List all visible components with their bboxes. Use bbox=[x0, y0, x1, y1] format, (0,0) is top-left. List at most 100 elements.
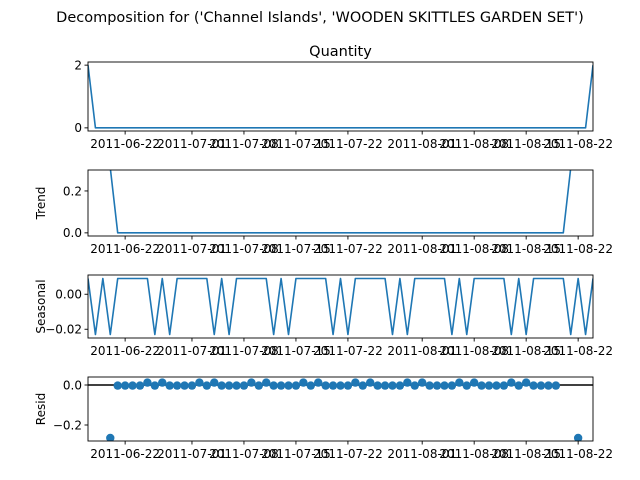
panels: Quantity022011-06-222011-07-012011-07-08… bbox=[34, 44, 613, 461]
xtick-label-seasonal: 2011-07-22 bbox=[313, 344, 383, 358]
xtick-label-seasonal: 2011-08-01 bbox=[387, 344, 457, 358]
ylabel-trend: Trend bbox=[34, 187, 48, 221]
panel-seasonal: Seasonal 0.00−0.022011-06-222011-07-01201… bbox=[34, 274, 613, 358]
xtick-label-trend: 2011-07-01 bbox=[157, 242, 227, 256]
line-observed bbox=[88, 65, 593, 129]
axes-frame-trend bbox=[87, 169, 594, 237]
xtick-label-trend: 2011-08-01 bbox=[387, 242, 457, 256]
point-resid bbox=[291, 381, 301, 390]
point-resid bbox=[314, 378, 323, 387]
ylabel-seasonal: Seasonal bbox=[34, 279, 48, 333]
point-resid bbox=[514, 381, 523, 390]
xtick-label-resid: 2011-08-22 bbox=[543, 447, 613, 461]
xtick-label-resid: 2011-08-08 bbox=[439, 447, 509, 461]
point-resid bbox=[328, 381, 338, 390]
point-resid bbox=[143, 378, 152, 387]
ytick-label-observed: 0 bbox=[74, 121, 82, 135]
xtick-label-observed: 2011-08-08 bbox=[439, 137, 509, 151]
ytick-label-observed: 2 bbox=[74, 58, 82, 72]
panel-trend: Trend 0.0 0.2 2011-06-222011-07-012011-07-0… bbox=[34, 169, 613, 256]
point-resid bbox=[447, 381, 457, 390]
point-resid bbox=[276, 381, 286, 390]
point-resid bbox=[135, 381, 145, 390]
panel-observed: Quantity 0 2 2011-06-222011-07-012011-07-08… bbox=[74, 44, 613, 151]
point-resid bbox=[366, 378, 375, 387]
xtick-label-seasonal: 2011-07-15 bbox=[261, 344, 331, 358]
point-resid bbox=[210, 378, 219, 387]
xtick-label-observed: 2011-06-22 bbox=[90, 137, 160, 151]
point-resid bbox=[477, 381, 486, 390]
point-resid bbox=[373, 381, 382, 390]
point-resid bbox=[180, 381, 189, 390]
line-seasonal bbox=[88, 277, 593, 336]
xtick-label-observed: 2011-07-01 bbox=[157, 137, 227, 151]
xtick-label-seasonal: 2011-07-08 bbox=[209, 344, 279, 358]
point-resid bbox=[380, 381, 390, 390]
xtick-label-resid: 2011-07-01 bbox=[157, 447, 227, 461]
point-resid bbox=[536, 381, 546, 390]
point-resid bbox=[113, 381, 122, 390]
point-resid bbox=[351, 378, 360, 387]
ytick-label-resid: 0.0 bbox=[63, 378, 82, 392]
xtick-label-observed: 2011-08-15 bbox=[491, 137, 561, 151]
xtick-label-observed: 2011-08-22 bbox=[543, 137, 613, 151]
point-resid bbox=[195, 378, 204, 387]
point-resid bbox=[321, 381, 330, 390]
xtick-label-trend: 2011-08-15 bbox=[491, 242, 561, 256]
xtick-label-trend: 2011-07-15 bbox=[261, 242, 331, 256]
point-resid bbox=[499, 381, 509, 390]
point-resid bbox=[410, 381, 419, 390]
xtick-label-observed: 2011-07-08 bbox=[209, 137, 279, 151]
ytick-label-seasonal: −0.02 bbox=[45, 323, 82, 337]
panel-title-observed: Quantity bbox=[309, 44, 372, 60]
xtick-label-trend: 2011-07-08 bbox=[209, 242, 279, 256]
point-resid bbox=[172, 381, 182, 390]
xtick-label-seasonal: 2011-08-15 bbox=[491, 344, 561, 358]
point-resid bbox=[202, 381, 212, 390]
series-observed bbox=[88, 65, 593, 129]
point-resid bbox=[395, 381, 405, 390]
point-resid bbox=[336, 381, 345, 390]
point-resid bbox=[417, 378, 427, 387]
xtick-label-observed: 2011-07-22 bbox=[313, 137, 383, 151]
xtick-label-resid: 2011-06-22 bbox=[90, 447, 160, 461]
xtick-label-seasonal: 2011-06-22 bbox=[90, 344, 160, 358]
xtick-label-observed: 2011-08-01 bbox=[387, 137, 457, 151]
point-resid bbox=[403, 378, 412, 387]
point-resid bbox=[306, 381, 315, 390]
xtick-label-resid: 2011-07-08 bbox=[209, 447, 279, 461]
point-resid bbox=[284, 381, 293, 390]
point-resid bbox=[217, 381, 226, 390]
point-resid bbox=[224, 381, 234, 390]
xtick-label-resid: 2011-07-15 bbox=[261, 447, 331, 461]
axes-frame-resid bbox=[87, 376, 594, 442]
point-resid bbox=[232, 381, 241, 390]
point-resid bbox=[187, 381, 197, 390]
ytick-label-resid: −0.2 bbox=[53, 418, 82, 432]
ytick-label-seasonal: 0.00 bbox=[55, 288, 82, 302]
point-resid bbox=[529, 381, 538, 390]
xtick-label-resid: 2011-08-15 bbox=[491, 447, 561, 461]
panel-resid: Resid0.0−0.22011-06-222011-07-012011-07-… bbox=[34, 376, 613, 461]
point-resid bbox=[128, 381, 137, 390]
axes-frame-observed bbox=[87, 61, 594, 132]
xtick-label-observed: 2011-07-15 bbox=[261, 137, 331, 151]
point-resid bbox=[521, 378, 531, 387]
point-resid bbox=[462, 381, 471, 390]
series-seasonal bbox=[88, 277, 593, 336]
point-resid bbox=[299, 378, 308, 387]
point-resid bbox=[165, 381, 174, 390]
axes-frame-seasonal bbox=[87, 274, 594, 339]
point-resid bbox=[106, 433, 115, 441]
point-resid bbox=[120, 381, 130, 390]
xtick-label-seasonal: 2011-08-08 bbox=[439, 344, 509, 358]
point-resid bbox=[239, 381, 249, 390]
point-resid bbox=[425, 381, 434, 390]
line-trend bbox=[109, 170, 572, 234]
point-resid bbox=[551, 381, 561, 390]
xtick-label-resid: 2011-07-22 bbox=[313, 447, 383, 461]
point-resid bbox=[492, 381, 501, 390]
point-resid bbox=[269, 381, 278, 390]
point-resid bbox=[469, 378, 479, 387]
